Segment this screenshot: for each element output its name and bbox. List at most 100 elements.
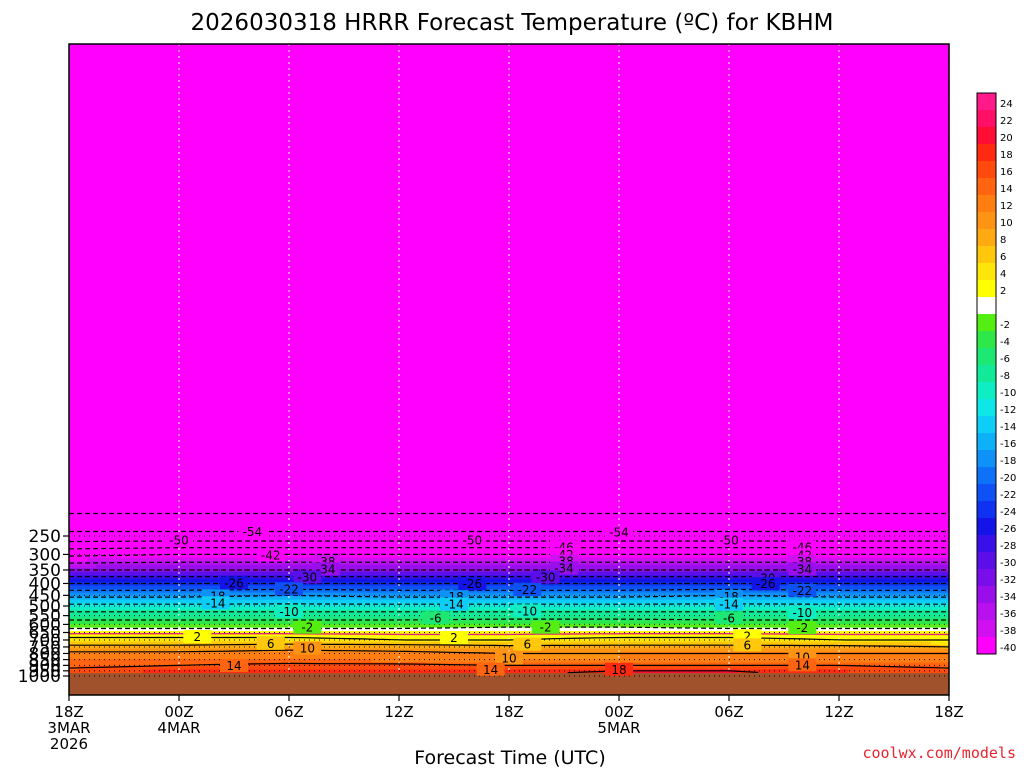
field-cell <box>316 190 327 195</box>
field-cell <box>756 197 767 202</box>
field-cell <box>820 190 831 195</box>
field-cell <box>765 190 776 195</box>
field-cell <box>426 71 437 77</box>
field-cell <box>930 145 941 150</box>
field-cell <box>454 92 464 98</box>
field-cell <box>224 155 235 160</box>
field-cell <box>619 152 629 157</box>
field-cell <box>105 145 116 150</box>
field-cell <box>142 106 153 111</box>
field-cell <box>316 131 327 136</box>
field-cell <box>169 106 180 111</box>
field-cell <box>839 85 849 91</box>
field-cell <box>169 82 180 87</box>
field-cell <box>811 106 822 111</box>
field-cell <box>674 134 684 139</box>
field-cell <box>509 68 519 73</box>
field-cell <box>179 138 189 143</box>
field-cell <box>197 194 208 199</box>
field-cell <box>353 197 363 202</box>
field-cell <box>756 162 767 167</box>
field-cell <box>151 194 162 199</box>
field-cell <box>637 110 648 115</box>
field-cell <box>811 75 822 80</box>
field-cell <box>683 141 693 146</box>
field-cell <box>802 152 813 157</box>
field-cell <box>729 68 739 73</box>
field-cell <box>472 190 483 195</box>
field-cell <box>69 68 79 73</box>
field-cell <box>875 68 886 73</box>
field-cell <box>600 215 611 220</box>
field-cell <box>472 183 483 188</box>
field-cell <box>334 64 345 70</box>
field-cell <box>114 106 125 111</box>
field-cell <box>334 148 345 153</box>
field-cell <box>408 99 418 104</box>
field-cell <box>124 99 134 104</box>
field-cell <box>545 204 556 209</box>
field-cell <box>215 162 226 167</box>
field-cell <box>939 124 950 129</box>
field-cell <box>353 54 363 59</box>
field-cell <box>142 141 153 146</box>
field-cell <box>719 194 730 199</box>
field-cell <box>142 134 153 139</box>
field-cell <box>710 148 721 153</box>
field-cell <box>325 131 336 136</box>
field-cell <box>747 141 758 146</box>
field-cell <box>124 194 134 199</box>
field-cell <box>628 47 638 52</box>
field-cell <box>151 71 162 77</box>
field-cell <box>279 173 290 178</box>
field-cell <box>683 152 693 157</box>
field-cell <box>270 110 281 115</box>
field-cell <box>875 96 886 101</box>
field-cell <box>307 92 318 98</box>
field-cell <box>903 155 913 160</box>
field-cell <box>545 211 556 216</box>
field-cell <box>389 85 400 91</box>
field-cell <box>545 113 556 118</box>
field-cell <box>78 222 88 227</box>
field-cell <box>444 162 455 167</box>
field-cell <box>784 50 794 56</box>
field-cell <box>619 148 629 153</box>
field-cell <box>784 155 794 160</box>
field-cell <box>765 211 776 216</box>
field-cell <box>756 92 767 98</box>
field-cell <box>811 166 822 171</box>
field-cell <box>417 155 428 160</box>
field-cell <box>692 78 703 84</box>
field-cell <box>573 148 583 153</box>
field-cell <box>179 120 189 125</box>
field-cell <box>490 148 501 153</box>
field-cell <box>774 190 785 195</box>
field-cell <box>234 64 244 70</box>
field-cell <box>490 92 501 98</box>
field-cell <box>114 71 125 77</box>
field-cell <box>509 180 519 185</box>
field-cell <box>674 197 684 202</box>
field-cell <box>664 201 675 206</box>
field-cell <box>142 190 153 195</box>
field-cell <box>894 222 904 227</box>
field-cell <box>169 138 180 143</box>
field-cell <box>619 127 629 132</box>
field-cell <box>472 134 483 139</box>
field-cell <box>206 103 217 108</box>
field-cell <box>179 183 189 188</box>
field-cell <box>261 169 272 174</box>
field-cell <box>719 54 730 59</box>
field-cell <box>243 64 253 70</box>
field-cell <box>701 155 712 160</box>
field-cell <box>582 145 593 150</box>
field-cell <box>114 183 125 188</box>
field-cell <box>490 47 501 52</box>
field-cell <box>188 162 198 167</box>
field-cell <box>829 78 840 84</box>
field-cell <box>408 134 418 139</box>
field-cell <box>884 145 895 150</box>
field-cell <box>774 187 785 192</box>
field-cell <box>499 103 510 108</box>
